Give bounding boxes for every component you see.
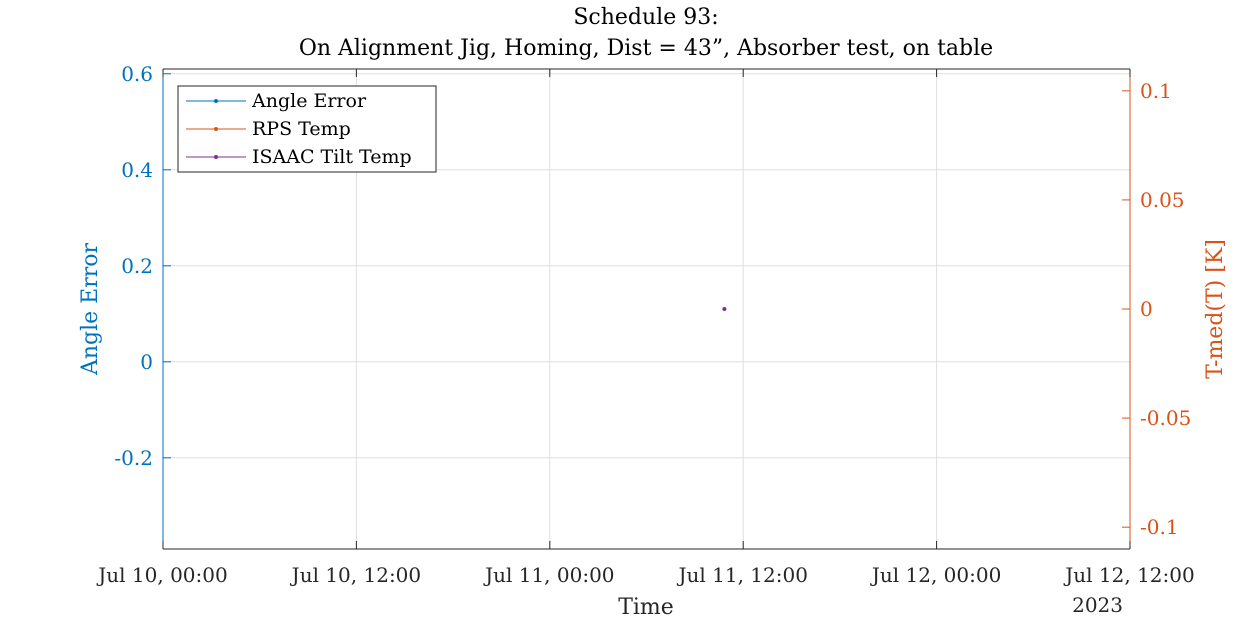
left-y-axis-label: Angle Error: [78, 242, 103, 376]
grid: [162, 69, 1131, 549]
x-tick-label: Jul 12, 12:00: [1063, 563, 1194, 587]
legend-label-isaac-tilt-temp: ISAAC Tilt Temp: [252, 146, 412, 168]
chart-title-line-1: Schedule 93:: [573, 5, 718, 30]
x-tick-label: Jul 11, 00:00: [483, 563, 614, 587]
right-y-axis-label: T-med(T) [K]: [1203, 239, 1228, 379]
data-marks: [722, 307, 727, 311]
chart-title-line-2: On Alignment Jig, Homing, Dist = 43”, Ab…: [299, 36, 993, 61]
legend: Angle Error RPS Temp ISAAC Tilt Temp: [177, 85, 437, 173]
left-y-tick-label: 0.2: [121, 254, 153, 278]
right-y-tick-label: -0.05: [1140, 406, 1191, 430]
tick-labels: Jul 10, 00:00 Jul 10, 12:00 Jul 11, 00:00 J…: [96, 62, 1194, 587]
legend-label-angle-error: Angle Error: [251, 90, 367, 112]
legend-entry-angle-error: Angle Error: [186, 90, 367, 112]
legend-marker-rps-temp: [214, 127, 218, 131]
x-axis-label: Time: [618, 595, 674, 620]
right-y-tick-label: 0.1: [1140, 79, 1172, 103]
legend-label-rps-temp: RPS Temp: [252, 118, 351, 140]
legend-marker-angle-error: [214, 99, 218, 103]
legend-marker-isaac-tilt-temp: [214, 155, 218, 159]
left-y-tick-label: 0.6: [121, 62, 153, 86]
ticks: [162, 69, 1131, 549]
x-tick-label: Jul 12, 00:00: [870, 563, 1001, 587]
right-y-tick-label: 0.05: [1140, 188, 1185, 212]
left-y-tick-label: 0: [140, 350, 153, 374]
x-tick-label: Jul 10, 00:00: [96, 563, 227, 587]
legend-entry-rps-temp: RPS Temp: [186, 118, 351, 140]
left-y-tick-label: 0.4: [121, 158, 153, 182]
x-tick-label: Jul 10, 12:00: [290, 563, 421, 587]
x-tick-label: Jul 11, 12:00: [676, 563, 807, 587]
legend-entry-isaac-tilt-temp: ISAAC Tilt Temp: [186, 146, 412, 168]
right-y-tick-label: 0: [1140, 297, 1153, 321]
x-axis-year-label: 2023: [1072, 593, 1123, 617]
right-y-tick-label: -0.1: [1140, 515, 1179, 539]
left-y-tick-label: -0.2: [114, 446, 153, 470]
data-point-isaac-tilt-temp: [722, 307, 727, 311]
